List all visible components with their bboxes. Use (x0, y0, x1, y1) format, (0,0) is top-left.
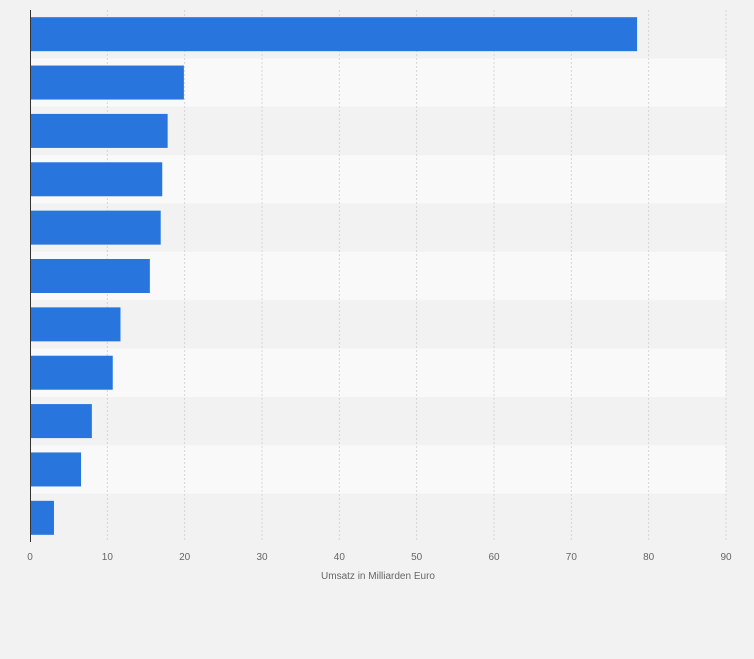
bar (30, 17, 638, 52)
x-tick-label: 80 (643, 552, 655, 563)
x-tick-label: 50 (411, 552, 423, 563)
row-band (30, 300, 726, 349)
row-band (30, 348, 726, 397)
bar (30, 65, 184, 100)
bar (30, 259, 150, 293)
x-axis-title: Umsatz in Milliarden Euro (321, 571, 435, 582)
x-tick-label: 10 (102, 552, 114, 563)
bar (30, 307, 121, 342)
row-band (30, 396, 726, 446)
row-band (30, 493, 726, 542)
bar (30, 452, 82, 487)
bar (30, 210, 161, 245)
bar (30, 113, 168, 148)
row-band (30, 445, 726, 494)
bars (30, 17, 638, 535)
x-tick-label: 40 (334, 552, 346, 563)
x-tick-label: 0 (27, 552, 33, 563)
x-tick-labels: 0 10 20 30 40 50 60 70 80 90 (27, 552, 732, 563)
bar (30, 162, 163, 197)
x-tick-label: 30 (256, 552, 268, 563)
bar (30, 404, 92, 439)
x-tick-label: 70 (566, 552, 578, 563)
x-tick-label: 60 (488, 552, 500, 563)
x-tick-label: 20 (179, 552, 191, 563)
bar (30, 355, 113, 390)
bar (30, 500, 54, 535)
x-tick-label: 90 (720, 552, 732, 563)
